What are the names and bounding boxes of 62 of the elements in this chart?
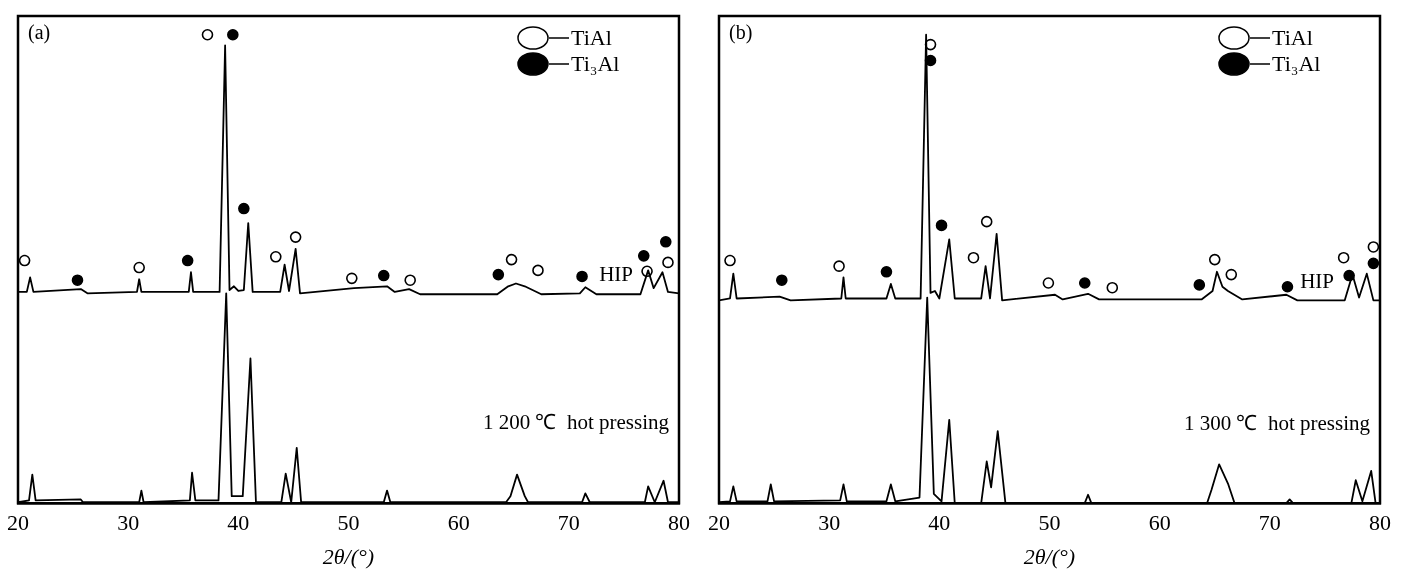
point <box>967 251 980 264</box>
point <box>377 269 390 282</box>
point <box>1367 241 1380 253</box>
point <box>1078 277 1091 289</box>
x-tick-label: 30 <box>818 510 841 536</box>
point <box>724 254 736 267</box>
x-tick-label: 20 <box>708 510 730 536</box>
point <box>659 236 672 248</box>
point <box>346 272 358 285</box>
series-label: HIP <box>1300 269 1334 294</box>
point <box>269 250 282 263</box>
text: 1 200 ℃ hot pressing <box>482 410 670 435</box>
point <box>980 215 993 228</box>
x-tick-label: 60 <box>1148 510 1171 536</box>
point <box>18 254 31 267</box>
x-axis-title: 2θ/(°) <box>1023 543 1076 569</box>
point <box>404 274 416 287</box>
x-tick-label: 50 <box>1038 510 1061 536</box>
point <box>492 268 505 281</box>
x-tick-label: 60 <box>447 510 470 536</box>
point <box>1367 257 1380 270</box>
point <box>1281 280 1294 293</box>
point <box>133 261 145 274</box>
chart-title: (a) <box>28 21 51 45</box>
legend-label: Ti₃Al <box>571 50 620 76</box>
point <box>1225 268 1238 281</box>
point <box>181 254 194 267</box>
point <box>505 253 518 266</box>
point <box>289 231 302 243</box>
point <box>880 265 893 278</box>
x-tick-label: 40 <box>928 510 951 536</box>
x-tick-label: 80 <box>1369 510 1391 536</box>
chart-title: (b) <box>729 21 753 45</box>
legend-label: Ti₃Al <box>1272 50 1321 76</box>
x-axis-title: 2θ/(°) <box>322 543 375 569</box>
x-tick-label: 70 <box>557 510 580 536</box>
x-tick-label: 70 <box>1258 510 1281 536</box>
point <box>1193 279 1206 291</box>
x-tick-label: 30 <box>117 510 140 536</box>
point <box>71 274 84 287</box>
point <box>935 219 948 232</box>
point <box>576 270 588 283</box>
x-tick-label: 20 <box>7 510 29 536</box>
point <box>776 274 788 287</box>
x-tick-label: 50 <box>337 510 360 536</box>
point <box>637 250 650 262</box>
point <box>1337 251 1350 264</box>
x-tick-label: 80 <box>668 510 690 536</box>
point <box>662 256 674 269</box>
point <box>227 28 239 41</box>
point <box>1106 281 1119 294</box>
point <box>532 264 544 277</box>
point <box>201 28 214 41</box>
legend-label: TiAl <box>571 24 612 50</box>
x-tick-label: 40 <box>227 510 250 536</box>
point <box>833 260 845 272</box>
point <box>238 202 250 215</box>
point <box>1208 253 1221 266</box>
legend-label: TiAl <box>1272 24 1313 50</box>
point <box>1042 277 1055 289</box>
series-label: 1 300 ℃ hot pressing <box>1183 411 1371 436</box>
series-label: HIP <box>599 262 633 287</box>
